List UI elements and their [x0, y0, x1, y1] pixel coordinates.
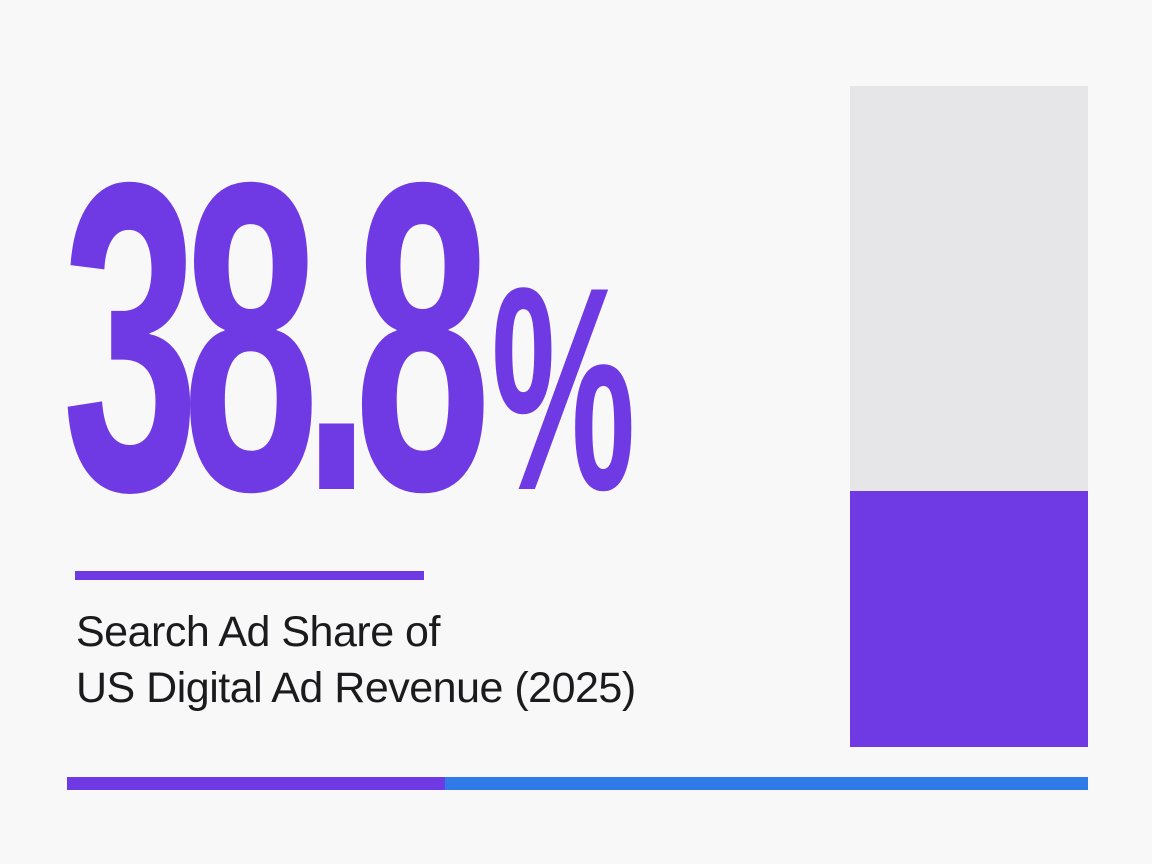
stat-label-line-1: Search Ad Share of — [76, 608, 440, 656]
accent-rule — [75, 571, 424, 580]
footer-segment-primary — [67, 777, 445, 790]
stat-label: Search Ad Share of US Digital Ad Revenue… — [76, 604, 796, 716]
headline-stat: 38.8% — [62, 118, 636, 558]
stat-unit: % — [491, 227, 636, 551]
footer-segment-secondary — [444, 777, 1088, 790]
share-gauge-fill — [850, 490, 1088, 747]
stat-label-line-2: US Digital Ad Revenue (2025) — [76, 664, 636, 712]
footer-accent-bar — [67, 777, 1088, 790]
stat-number: 38.8 — [62, 92, 491, 583]
share-gauge — [850, 86, 1088, 747]
